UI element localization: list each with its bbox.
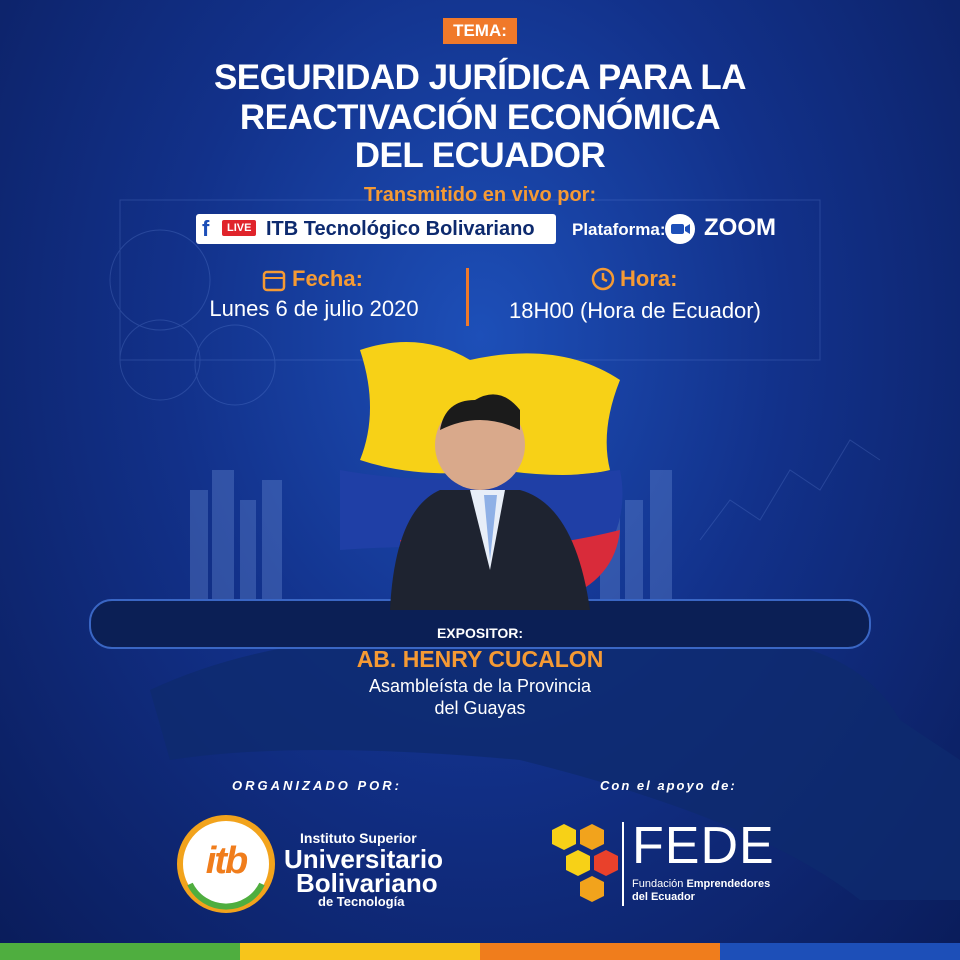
- separator: [466, 268, 469, 326]
- broadcast-label: Transmitido en vivo por:: [363, 184, 597, 206]
- platform-name: zoom: [704, 214, 776, 241]
- channel-badge: f LIVE ITB Tecnológico Bolivariano: [196, 214, 556, 244]
- fede-divider: [622, 822, 624, 906]
- channel-name: ITB Tecnológico Bolivariano: [266, 218, 535, 240]
- time-value: 18H00 (Hora de Ecuador): [509, 298, 761, 323]
- footer-stripe: [240, 943, 480, 960]
- title-line: REACTIVACIÓN ECONÓMICA: [239, 98, 721, 137]
- speaker-name: AB. HENRY CUCALON: [356, 646, 604, 672]
- speaker-role: Asambleísta de la Provincia: [368, 676, 592, 696]
- platform-label: Plataforma:: [572, 220, 666, 239]
- fede-line: Emprendedores: [686, 878, 771, 890]
- facebook-icon: f: [202, 216, 210, 241]
- organizer-line: Instituto Superior: [300, 830, 417, 846]
- fede-line: del Ecuador: [632, 891, 695, 903]
- organizer-line: Bolivariano: [296, 868, 438, 898]
- footer-stripe: [480, 943, 720, 960]
- footer-stripe: [720, 943, 960, 960]
- speaker-label: EXPOSITOR:: [436, 625, 524, 641]
- fede-line: Fundación Emprendedores: [632, 878, 770, 890]
- speaker-role: del Guayas: [434, 698, 526, 718]
- organizer-line: de Tecnología: [318, 894, 405, 909]
- zoom-icon: [665, 214, 695, 244]
- itb-logo-mark: itb: [205, 840, 248, 882]
- clock-icon: [591, 267, 615, 291]
- live-badge: LIVE: [222, 220, 257, 236]
- footer-stripe: [0, 943, 240, 960]
- itb-logo-ring: [177, 815, 275, 913]
- fede-name: FEDE: [632, 817, 775, 875]
- topic-tag: TEMA:: [443, 18, 517, 44]
- time-label: Hora:: [620, 266, 678, 291]
- title-line: SEGURIDAD JURÍDICA PARA LA: [213, 58, 747, 97]
- calendar-icon: [262, 270, 286, 292]
- fede-logo-hexes: [552, 824, 618, 902]
- organizer-label: ORGANIZADO POR:: [232, 778, 402, 793]
- organizer-line: Universitario: [284, 844, 443, 874]
- title-line: DEL ECUADOR: [354, 136, 606, 175]
- fede-line: Fundación: [632, 878, 684, 890]
- date-label: Fecha:: [292, 266, 363, 291]
- support-label: Con el apoyo de:: [600, 778, 737, 793]
- date-value: Lunes 6 de julio 2020: [209, 296, 419, 321]
